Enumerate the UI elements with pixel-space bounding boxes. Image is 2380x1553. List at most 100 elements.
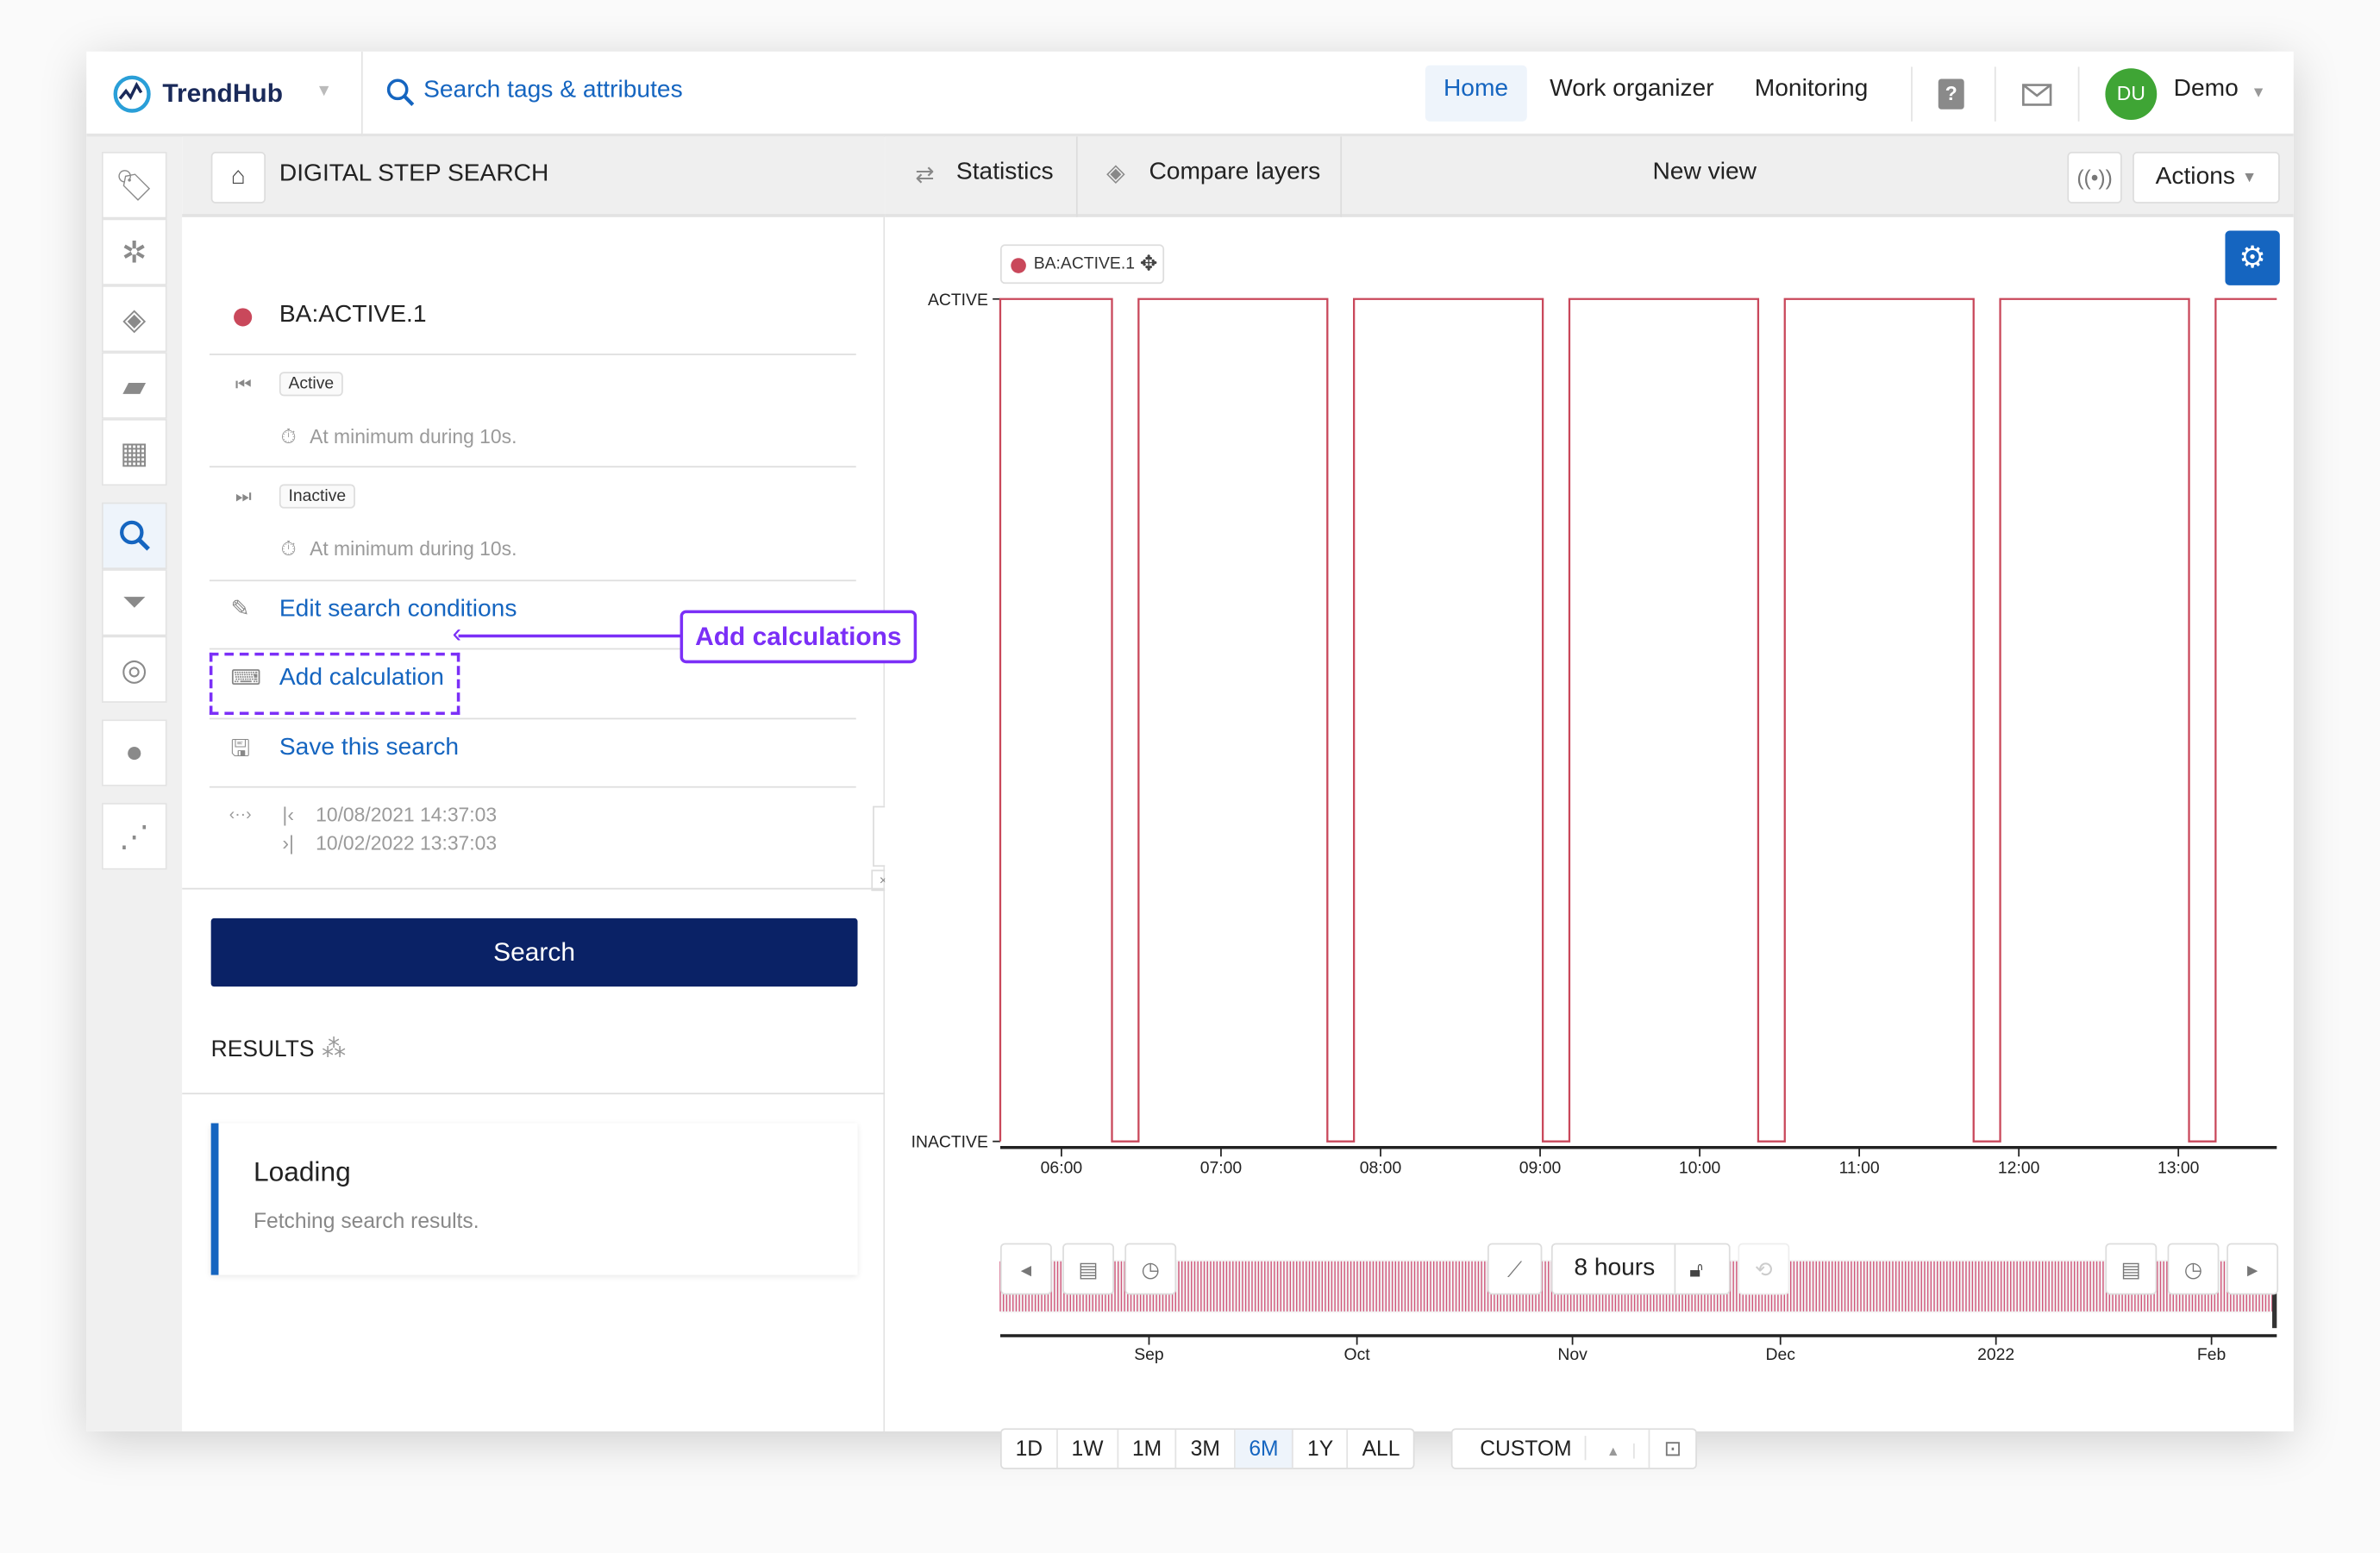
- y-tick-label: INACTIVE: [911, 1133, 988, 1152]
- mail-icon[interactable]: [2022, 84, 2052, 106]
- duration-value[interactable]: 8 hours: [1574, 1255, 1656, 1281]
- date-range-icon: ‹··›: [229, 805, 252, 824]
- range-end[interactable]: 10/02/2022 13:37:03: [316, 831, 498, 855]
- live-mode-icon[interactable]: ((•)): [2067, 152, 2122, 204]
- legend-chip[interactable]: BA:ACTIVE.1 ✥: [999, 244, 1165, 285]
- preset-1d[interactable]: 1D: [1002, 1430, 1058, 1468]
- custom-range: CUSTOM ▲ ⊡: [1450, 1428, 1697, 1469]
- end-calendar-icon[interactable]: ▤: [2105, 1243, 2158, 1295]
- custom-label: CUSTOM: [1466, 1436, 1588, 1461]
- y-tick-label: ACTIVE: [928, 291, 988, 310]
- app-logo-text: TrendHub: [162, 78, 284, 108]
- tag-color-dot: [234, 308, 253, 327]
- annotation-callout: Add calculations: [680, 610, 918, 664]
- dashboard-icon[interactable]: ▦: [101, 418, 167, 486]
- x-tick-label: 12:00: [1998, 1159, 2040, 1178]
- panel-header: ⌂ DIGITAL STEP SEARCH: [182, 136, 886, 217]
- add-calculation-link[interactable]: Add calculation: [279, 664, 444, 691]
- search-icon[interactable]: [101, 502, 167, 570]
- loading-title: Loading: [253, 1156, 351, 1187]
- trendhub-logo-icon: [113, 75, 151, 113]
- edit-search-conditions-link[interactable]: Edit search conditions: [279, 596, 517, 623]
- chart-header: ⇄ Statistics ◈ Compare layers New view (…: [885, 136, 2294, 217]
- preset-1y[interactable]: 1Y: [1293, 1430, 1349, 1468]
- lightbulb-icon[interactable]: ●: [101, 719, 167, 786]
- actions-button[interactable]: Actions ▼: [2133, 152, 2280, 204]
- home-button[interactable]: ⌂: [210, 152, 266, 204]
- pan-left-button[interactable]: ◂: [999, 1243, 1052, 1295]
- x-tick-label: 13:00: [2158, 1159, 2200, 1178]
- start-calendar-icon[interactable]: ▤: [1062, 1243, 1114, 1295]
- x-tick-label: 08:00: [1360, 1159, 1402, 1178]
- preset-all[interactable]: ALL: [1362, 1436, 1400, 1461]
- legend-label: BA:ACTIVE.1: [1033, 254, 1135, 273]
- condition-duration: At minimum during 10s.: [310, 537, 517, 560]
- nav-monitoring[interactable]: Monitoring: [1754, 76, 1869, 102]
- top-bar: TrendHub ▼ Search tags & attributes Home…: [86, 51, 2294, 137]
- tab-compare-layers[interactable]: Compare layers: [1149, 159, 1321, 185]
- navigator-tick-label: Oct: [1344, 1345, 1371, 1364]
- nav-home[interactable]: Home: [1443, 76, 1509, 102]
- end-clock-icon[interactable]: ◷: [2167, 1243, 2220, 1295]
- step-end-icon: ⏭: [235, 485, 252, 507]
- range-start[interactable]: 10/08/2021 14:37:03: [316, 803, 498, 826]
- layers-icon[interactable]: ◈: [101, 285, 167, 353]
- lock-icon[interactable]: 🔓︎: [1689, 1256, 1704, 1281]
- timer-icon: ⏱: [280, 537, 297, 560]
- tab-statistics[interactable]: Statistics: [955, 159, 1054, 185]
- loading-text: Fetching search results.: [253, 1208, 479, 1233]
- user-menu-caret-icon[interactable]: ▼: [2251, 85, 2266, 102]
- search-icon[interactable]: [385, 78, 416, 108]
- step-start-icon: ⏮: [235, 373, 252, 395]
- timer-icon: ⏱: [280, 424, 297, 448]
- user-name[interactable]: Demo: [2173, 76, 2239, 102]
- start-clock-icon[interactable]: ◷: [1124, 1243, 1177, 1295]
- search-button[interactable]: Search: [210, 917, 858, 987]
- comment-icon[interactable]: ▰: [101, 352, 167, 419]
- chart-settings-gear-icon[interactable]: ⚙: [2225, 230, 2280, 285]
- condition-state-badge[interactable]: Inactive: [279, 484, 355, 509]
- move-icon[interactable]: ✥: [1139, 250, 1158, 275]
- filter-icon[interactable]: ⏷: [101, 569, 167, 636]
- interpolation-icon[interactable]: ⟋: [1487, 1243, 1543, 1295]
- expand-range-icon[interactable]: ⊡: [1663, 1436, 1682, 1461]
- calculator-icon[interactable]: ✲: [101, 218, 167, 285]
- results-heading: RESULTS: [210, 1036, 315, 1063]
- preset-3m[interactable]: 3M: [1177, 1430, 1236, 1468]
- avatar[interactable]: DU: [2105, 68, 2158, 121]
- graph-icon[interactable]: ⋰: [101, 803, 167, 870]
- icon-rail: 🏷︎ ✲ ◈ ▰ ▦ ⏷ ◎ ● ⋰: [86, 136, 183, 1431]
- statistics-icon: ⇄: [915, 162, 935, 189]
- search-tags-input[interactable]: Search tags & attributes: [423, 77, 683, 103]
- annotation-arrow-line: [458, 634, 682, 638]
- app-menu-caret-icon[interactable]: ▼: [316, 82, 333, 101]
- page-title: DIGITAL STEP SEARCH: [279, 160, 549, 187]
- tag-icon[interactable]: 🏷︎: [101, 152, 167, 219]
- navigator-tick-label: 2022: [1977, 1345, 2014, 1364]
- x-tick-label: 06:00: [1041, 1159, 1083, 1178]
- layers-icon: ◈: [1106, 160, 1125, 187]
- view-title[interactable]: New view: [1652, 159, 1757, 185]
- help-icon[interactable]: ?: [1938, 78, 1964, 110]
- history-icon[interactable]: ⟲: [1738, 1243, 1790, 1295]
- tag-name: BA:ACTIVE.1: [279, 302, 427, 329]
- keyboard-icon: ⌨: [230, 664, 262, 690]
- preset-1w[interactable]: 1W: [1058, 1430, 1119, 1468]
- fingerprint-icon[interactable]: ◎: [101, 636, 167, 703]
- spinner-icon: ⁂: [322, 1036, 347, 1063]
- navigator-tick-label: Sep: [1134, 1345, 1163, 1364]
- pan-right-button[interactable]: ▸: [2227, 1243, 2279, 1295]
- save-icon: 🖫: [230, 736, 251, 762]
- nav-work-organizer[interactable]: Work organizer: [1550, 76, 1714, 102]
- custom-range-button[interactable]: CUSTOM ▲: [1453, 1430, 1650, 1468]
- condition-state-badge[interactable]: Active: [279, 372, 343, 397]
- save-search-link[interactable]: Save this search: [279, 734, 460, 761]
- annotation-highlight-box: [209, 652, 460, 716]
- loading-card: Loading Fetching search results.: [210, 1123, 858, 1275]
- duration-control[interactable]: 8 hours 🔓︎: [1550, 1243, 1731, 1295]
- actions-label: Actions: [2155, 164, 2235, 191]
- preset-6m[interactable]: 6M: [1235, 1430, 1294, 1468]
- preset-1m[interactable]: 1M: [1118, 1430, 1177, 1468]
- navigator-tick-label: Nov: [1557, 1345, 1588, 1364]
- search-panel: ⌂ DIGITAL STEP SEARCH BA:ACTIVE.1 ⏮ Acti…: [182, 136, 896, 1431]
